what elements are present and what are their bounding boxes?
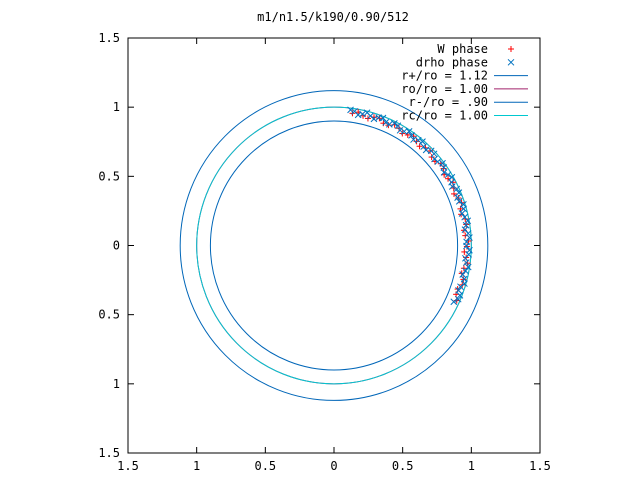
y-tick-label-1: 1 <box>113 100 120 114</box>
circle-series-0 <box>179 90 489 401</box>
point-s1-6 <box>370 115 378 123</box>
point-s1-33 <box>453 185 461 193</box>
legend-label-3: ro/ro = 1.00 <box>401 82 488 96</box>
point-s1-26 <box>439 159 446 167</box>
point-s1-41 <box>464 217 472 225</box>
point-s1-53 <box>462 267 469 275</box>
point-s0-12 <box>410 133 417 140</box>
point-s1-36 <box>455 198 463 205</box>
point-s1-8 <box>379 114 387 122</box>
y-tick-label-5: 1 <box>113 377 120 391</box>
point-s1-12 <box>394 122 402 130</box>
point-s1-13 <box>396 126 404 134</box>
point-s1-28 <box>440 168 448 176</box>
point-s1-32 <box>448 183 456 190</box>
x-tick-label-3: 0 <box>330 459 337 473</box>
point-s1-58 <box>455 287 462 294</box>
point-s1-57 <box>457 283 464 291</box>
point-s1-56 <box>461 280 468 287</box>
point-s1-52 <box>464 263 472 271</box>
legend-label-5: rc/ro = 1.00 <box>401 109 488 123</box>
point-s1-25 <box>434 158 442 166</box>
legend-marker-0 <box>508 46 514 52</box>
point-s1-54 <box>459 271 467 278</box>
point-s1-9 <box>382 118 390 126</box>
point-s1-20 <box>420 143 428 150</box>
point-s0-20 <box>440 165 447 172</box>
point-s1-60 <box>454 295 462 303</box>
point-s1-59 <box>456 292 464 299</box>
point-s1-47 <box>463 242 470 250</box>
point-s1-38 <box>460 205 467 213</box>
legend-label-2: r+/ro = 1.12 <box>401 69 488 83</box>
point-s1-61 <box>450 298 458 306</box>
point-s1-51 <box>462 259 470 266</box>
chart-title: m1/n1.5/k190/0.90/512 <box>257 10 409 24</box>
point-s1-29 <box>444 171 452 179</box>
y-tick-label-2: 0.5 <box>98 169 120 183</box>
point-s1-11 <box>391 120 398 127</box>
x-tick-label-5: 1 <box>468 459 475 473</box>
x-tick-label-6: 1.5 <box>529 459 551 473</box>
point-s1-0 <box>347 106 354 114</box>
point-s1-35 <box>454 194 461 201</box>
x-tick-label-0: 1.5 <box>117 459 139 473</box>
point-s1-23 <box>430 150 438 158</box>
y-tick-label-4: 0.5 <box>98 308 120 322</box>
x-tick-label-2: 0.5 <box>254 459 276 473</box>
x-tick-label-4: 0.5 <box>392 459 414 473</box>
legend-label-4: r-/ro = .90 <box>409 95 488 109</box>
point-s1-15 <box>405 128 413 135</box>
x-tick-label-1: 1 <box>193 459 200 473</box>
y-tick-label-0: 1.5 <box>98 31 120 45</box>
point-s1-18 <box>414 136 422 144</box>
point-s1-19 <box>419 138 426 146</box>
point-s1-16 <box>408 131 415 139</box>
points-layer <box>347 106 473 306</box>
point-s1-10 <box>385 121 393 128</box>
point-s1-45 <box>466 234 473 241</box>
point-s1-50 <box>462 254 469 262</box>
point-s0-16 <box>427 147 434 154</box>
point-s1-34 <box>455 189 463 196</box>
ticks-layer: 1.5 1 0.5 0 0.5 1 1.51.510.500.511.5 <box>98 31 551 473</box>
y-tick-label-3: 0 <box>113 239 120 253</box>
point-s1-3 <box>359 110 366 118</box>
circle-series-3 <box>196 106 472 385</box>
point-s0-17 <box>428 154 435 161</box>
circles-layer <box>179 90 489 401</box>
point-s1-44 <box>464 230 472 237</box>
legend-label-1: drho phase <box>416 55 488 69</box>
point-s1-39 <box>458 210 466 217</box>
legend-label-0: W phase <box>437 42 488 56</box>
point-s1-42 <box>462 221 470 229</box>
point-s0-39 <box>460 265 467 272</box>
legend-marker-1 <box>507 58 515 66</box>
circle-series-2 <box>209 120 459 371</box>
y-tick-label-6: 1.5 <box>98 446 120 460</box>
point-s1-14 <box>400 128 408 135</box>
